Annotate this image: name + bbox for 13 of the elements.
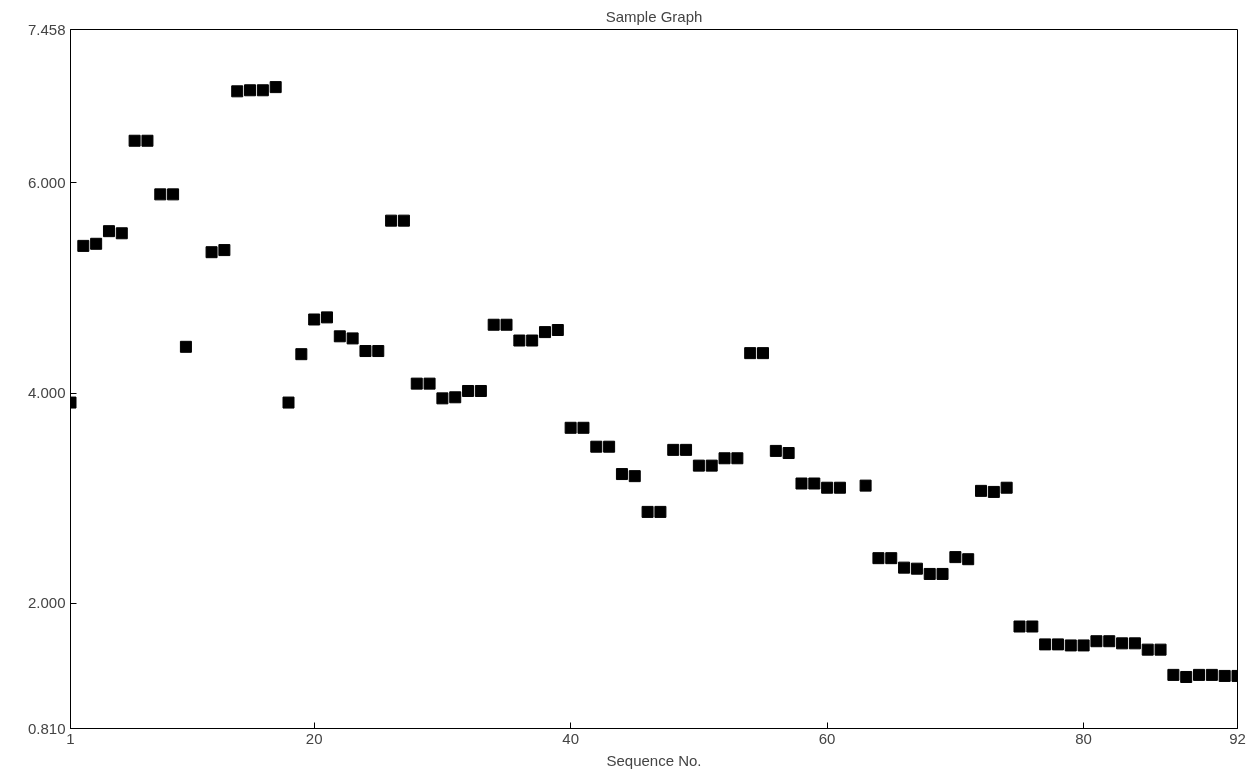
x-tick-label: 40 (562, 729, 579, 747)
x-tick-label: 60 (818, 729, 836, 747)
x-tick-label: 80 (1075, 729, 1092, 747)
chart-title: Sample Graph (605, 7, 703, 25)
y-tick-label: 7.458 (27, 20, 66, 38)
y-tick-label: 4.000 (27, 384, 66, 402)
x-axis-title: Sequence No. (606, 751, 702, 769)
x-tick-label: 92 (1229, 729, 1246, 747)
y-tick-label: 0.810 (27, 719, 66, 737)
y-tick-label: 2.000 (27, 594, 66, 612)
x-tick-label: 1 (66, 729, 75, 747)
x-tick-label: 20 (305, 729, 323, 747)
y-tick-label: 6.000 (27, 173, 66, 191)
